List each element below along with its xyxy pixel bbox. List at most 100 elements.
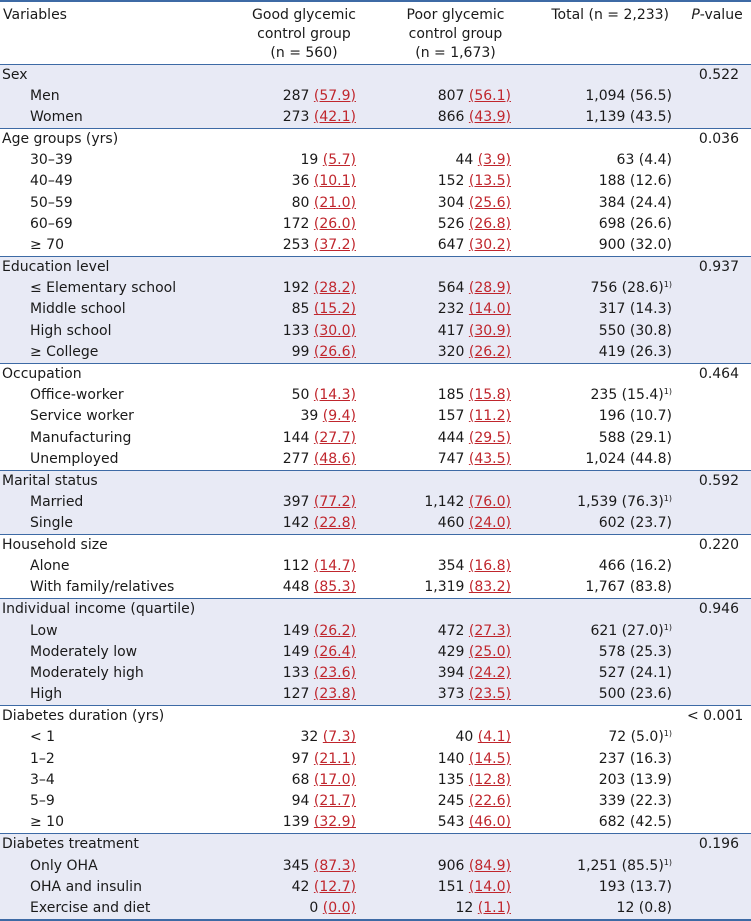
empty-cell — [378, 598, 533, 621]
percent-link[interactable]: (22.8) — [313, 515, 356, 532]
percent-link[interactable]: (24.2) — [468, 665, 511, 682]
percent-link[interactable]: (25.6) — [468, 194, 511, 211]
percent-link[interactable]: (4.1) — [477, 729, 511, 746]
percent-link[interactable]: (21.0) — [313, 194, 356, 211]
count-value: 85 — [291, 301, 310, 318]
good-control-cell: 112 (14.7) — [230, 556, 378, 577]
percent-link[interactable]: (42.1) — [313, 108, 356, 125]
percent-link[interactable]: (26.2) — [313, 622, 356, 639]
category-row: Sex 0.522 — [0, 63, 751, 86]
total-value: 1,251 (85.5) — [577, 857, 664, 874]
poor-control-cell: 44 (3.9) — [378, 150, 533, 171]
percent-link[interactable]: (83.2) — [468, 579, 511, 596]
percent-link[interactable]: (26.8) — [468, 215, 511, 232]
percent-link[interactable]: (27.3) — [468, 622, 511, 639]
percent-link[interactable]: (23.6) — [313, 665, 356, 682]
table-row: With family/relatives 448 (85.3) 1,319 (83… — [0, 577, 751, 599]
percent-link[interactable]: (26.0) — [313, 215, 356, 232]
empty-cell — [230, 598, 378, 621]
percent-link[interactable]: (0.0) — [322, 900, 356, 917]
empty-cell — [683, 150, 751, 171]
percent-link[interactable]: (46.0) — [468, 814, 511, 831]
row-label: High — [0, 684, 230, 706]
percent-link[interactable]: (87.3) — [313, 857, 356, 874]
percent-link[interactable]: (12.8) — [468, 771, 511, 788]
percent-link[interactable]: (21.1) — [313, 750, 356, 767]
category-row: Household size 0.220 — [0, 534, 751, 557]
percent-link[interactable]: (57.9) — [313, 87, 356, 104]
percent-link[interactable]: (14.3) — [313, 387, 356, 404]
percent-link[interactable]: (26.4) — [313, 643, 356, 660]
percent-link[interactable]: (21.7) — [313, 793, 356, 810]
empty-cell — [378, 127, 533, 150]
table-row: Moderately low 149 (26.4) 429 (25.0) 578 (2… — [0, 641, 751, 663]
percent-link[interactable]: (30.9) — [468, 322, 511, 339]
good-control-cell: 287 (57.9) — [230, 85, 378, 107]
percent-link[interactable]: (11.2) — [468, 408, 511, 425]
count-value: 320 — [437, 343, 465, 360]
percent-link[interactable]: (14.0) — [468, 878, 511, 895]
percent-link[interactable]: (48.6) — [313, 450, 356, 467]
percent-link[interactable]: (22.6) — [468, 793, 511, 810]
percent-link[interactable]: (84.9) — [468, 857, 511, 874]
table-row: ≥ College 99 (26.6) 320 (26.2) 419 (26.3) — [0, 341, 751, 364]
percent-link[interactable]: (76.0) — [468, 493, 511, 510]
count-value: 99 — [291, 343, 310, 360]
empty-cell — [533, 127, 683, 150]
footnote-marker: 1) — [663, 622, 672, 632]
percent-link[interactable]: (14.0) — [468, 301, 511, 318]
percent-link[interactable]: (3.9) — [477, 151, 511, 168]
percent-link[interactable]: (9.4) — [322, 408, 356, 425]
percent-link[interactable]: (77.2) — [313, 493, 356, 510]
percent-link[interactable]: (14.5) — [468, 750, 511, 767]
total-cell: 1,139 (43.5) — [533, 106, 683, 129]
percent-link[interactable]: (7.3) — [322, 729, 356, 746]
percent-link[interactable]: (37.2) — [313, 236, 356, 253]
percent-link[interactable]: (13.5) — [468, 173, 511, 190]
poor-control-cell: 472 (27.3) — [378, 620, 533, 642]
row-label: Low — [0, 620, 230, 642]
percent-link[interactable]: (28.9) — [468, 280, 511, 297]
count-value: 44 — [455, 151, 474, 168]
percent-link[interactable]: (30.2) — [468, 236, 511, 253]
percent-link[interactable]: (56.1) — [468, 87, 511, 104]
empty-cell — [683, 898, 751, 921]
total-cell: 419 (26.3) — [533, 341, 683, 364]
percent-link[interactable]: (5.7) — [322, 151, 356, 168]
total-value: 1,139 (43.5) — [585, 108, 672, 125]
poor-control-cell: 185 (15.8) — [378, 385, 533, 406]
percent-link[interactable]: (43.9) — [468, 108, 511, 125]
poor-control-cell: 564 (28.9) — [378, 277, 533, 300]
count-value: 747 — [437, 450, 465, 467]
p-value-cell: < 0.001 — [683, 705, 751, 728]
percent-link[interactable]: (26.2) — [468, 343, 511, 360]
percent-link[interactable]: (14.7) — [313, 558, 356, 575]
percent-link[interactable]: (17.0) — [313, 771, 356, 788]
count-value: 232 — [437, 301, 465, 318]
percent-link[interactable]: (28.2) — [313, 280, 356, 297]
empty-cell — [378, 362, 533, 385]
percent-link[interactable]: (12.7) — [313, 878, 356, 895]
percent-link[interactable]: (23.5) — [468, 686, 511, 703]
percent-link[interactable]: (1.1) — [477, 900, 511, 917]
percent-link[interactable]: (85.3) — [313, 579, 356, 596]
percent-link[interactable]: (15.2) — [313, 301, 356, 318]
percent-link[interactable]: (25.0) — [468, 643, 511, 660]
percent-link[interactable]: (15.8) — [468, 387, 511, 404]
percent-link[interactable]: (16.8) — [468, 558, 511, 575]
percent-link[interactable]: (30.0) — [313, 322, 356, 339]
percent-link[interactable]: (32.9) — [313, 814, 356, 831]
percent-link[interactable]: (26.6) — [313, 343, 356, 360]
percent-link[interactable]: (27.7) — [313, 429, 356, 446]
table-row: Manufacturing 144 (27.7) 444 (29.5) 588 (29… — [0, 427, 751, 448]
total-value: 756 (28.6) — [590, 280, 664, 297]
percent-link[interactable]: (29.5) — [468, 429, 511, 446]
good-control-cell: 253 (37.2) — [230, 235, 378, 257]
percent-link[interactable]: (23.8) — [313, 686, 356, 703]
total-value: 1,094 (56.5) — [585, 87, 672, 104]
total-cell: 466 (16.2) — [533, 556, 683, 577]
percent-link[interactable]: (24.0) — [468, 515, 511, 532]
percent-link[interactable]: (10.1) — [313, 173, 356, 190]
percent-link[interactable]: (43.5) — [468, 450, 511, 467]
